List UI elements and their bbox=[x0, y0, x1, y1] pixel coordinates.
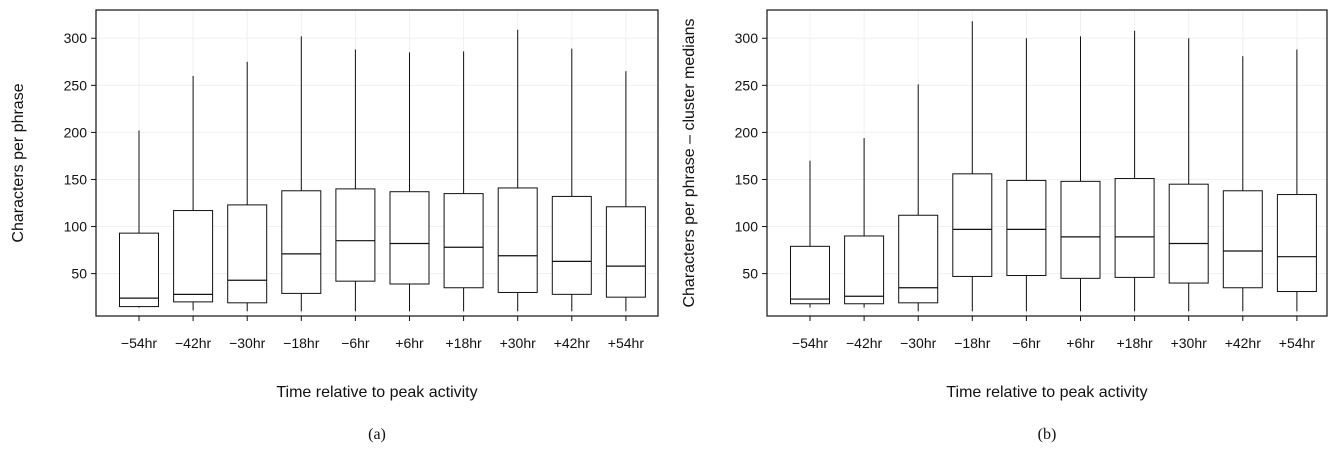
x-tick-label: −30hr bbox=[900, 335, 937, 351]
x-tick-label: +42hr bbox=[554, 335, 591, 351]
chart-panel-a: 50 100 150 200 250 300 −54hr −42hr −30hr −18hr −6h… bbox=[0, 0, 666, 449]
x-tick-label: −42hr bbox=[175, 335, 212, 351]
x-tick-label: −18hr bbox=[283, 335, 320, 351]
x-tick-label: −30hr bbox=[229, 335, 266, 351]
subfigure-caption: (a) bbox=[368, 426, 386, 443]
box-iqr bbox=[497, 187, 538, 293]
y-axis-title: Characters per phrase – cluster medians bbox=[681, 18, 698, 307]
subfigure-caption: (b) bbox=[1038, 426, 1057, 443]
y-tick-label: 150 bbox=[64, 171, 88, 187]
x-tick-label: −18hr bbox=[954, 335, 991, 351]
x-axis-title: Time relative to peak activity bbox=[946, 384, 1147, 401]
x-tick-label: +54hr bbox=[608, 335, 645, 351]
box-iqr bbox=[335, 188, 376, 282]
x-tick-label: +18hr bbox=[445, 335, 482, 351]
x-tick-label: +30hr bbox=[500, 335, 537, 351]
box-iqr bbox=[1276, 194, 1317, 293]
boxplot-chart-b: 50 100 150 200 250 300 −54hr −42hr −30hr −18hr −6h… bbox=[681, 9, 1328, 443]
box-iqr bbox=[389, 191, 430, 285]
y-tick-label: 200 bbox=[735, 124, 759, 140]
x-tick-label: +42hr bbox=[1225, 335, 1262, 351]
box-iqr bbox=[227, 204, 268, 304]
x-tick-label: +54hr bbox=[1279, 335, 1316, 351]
y-tick-label: 50 bbox=[742, 266, 758, 282]
box-iqr bbox=[952, 173, 993, 277]
box-iqr bbox=[790, 245, 830, 305]
x-axis-title: Time relative to peak activity bbox=[276, 384, 477, 401]
x-tick-label: +30hr bbox=[1171, 335, 1208, 351]
plot-frame bbox=[95, 9, 659, 317]
x-tick-label: −6hr bbox=[341, 335, 370, 351]
x-tick-label: +18hr bbox=[1116, 335, 1153, 351]
box-iqr bbox=[1006, 179, 1047, 277]
box-iqr bbox=[1060, 180, 1101, 279]
y-tick-label: 200 bbox=[64, 124, 88, 140]
y-tick-label: 100 bbox=[64, 219, 88, 235]
y-tick-label: 300 bbox=[735, 30, 759, 46]
box-iqr bbox=[898, 214, 939, 304]
box-iqr bbox=[443, 193, 484, 289]
box-iqr bbox=[1168, 183, 1209, 284]
y-tick-label: 100 bbox=[735, 219, 759, 235]
x-tick-label: −54hr bbox=[792, 335, 829, 351]
x-tick-label: +6hr bbox=[1066, 335, 1095, 351]
box-iqr bbox=[1114, 178, 1155, 278]
chart-panel-b: 50 100 150 200 250 300 −54hr −42hr −30hr −18hr −6h… bbox=[667, 0, 1333, 449]
y-tick-label: 50 bbox=[71, 266, 87, 282]
y-tick-label: 150 bbox=[735, 171, 759, 187]
y-tick-label: 250 bbox=[735, 77, 759, 93]
box-iqr bbox=[551, 195, 592, 295]
x-tick-label: −54hr bbox=[121, 335, 158, 351]
plot-frame bbox=[766, 9, 1328, 317]
y-tick-label: 250 bbox=[64, 77, 88, 93]
x-tick-label: −6hr bbox=[1012, 335, 1041, 351]
box-iqr bbox=[173, 210, 214, 303]
x-tick-label: −42hr bbox=[846, 335, 883, 351]
boxplot-chart-a: 50 100 150 200 250 300 −54hr −42hr −30hr −18hr −6h… bbox=[10, 9, 659, 443]
y-axis-title: Characters per phrase bbox=[10, 83, 27, 242]
box-iqr bbox=[1222, 190, 1263, 289]
box-iqr bbox=[844, 235, 885, 305]
box-iqr bbox=[605, 206, 646, 298]
x-tick-label: +6hr bbox=[395, 335, 424, 351]
y-tick-label: 300 bbox=[64, 30, 88, 46]
box-iqr bbox=[281, 190, 322, 294]
box-iqr bbox=[119, 232, 159, 308]
